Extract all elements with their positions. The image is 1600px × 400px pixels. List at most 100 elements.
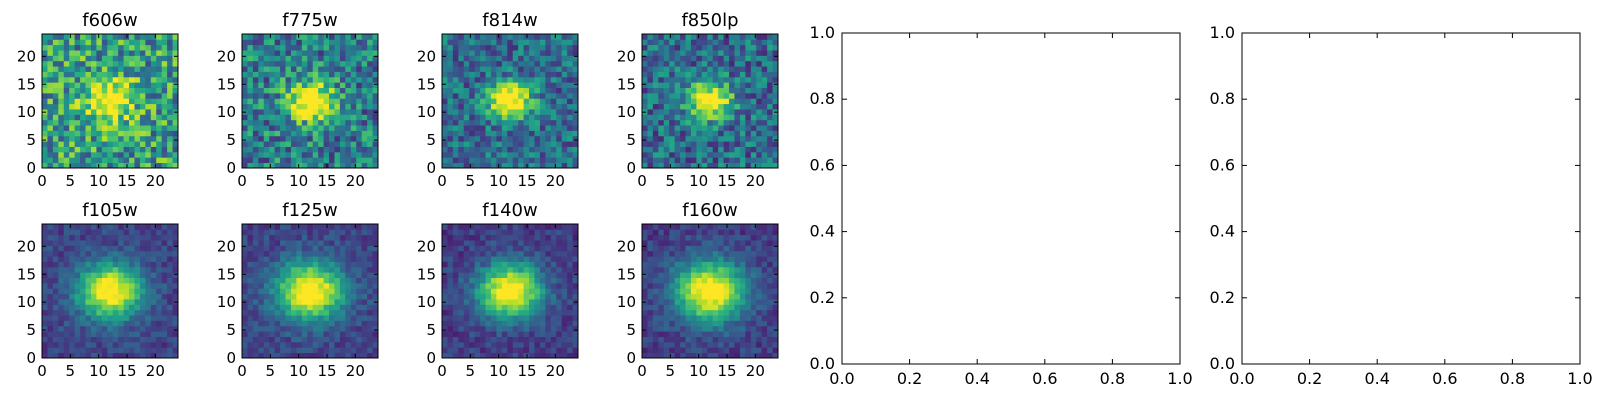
heatmap-cell: [496, 299, 503, 305]
heatmap-cell: [258, 229, 265, 236]
heatmap-cell: [107, 282, 114, 289]
heatmap-cell: [312, 141, 319, 147]
heatmap-cell: [329, 288, 335, 295]
heatmap-cell: [134, 125, 141, 131]
heatmap-cell: [512, 162, 519, 169]
heatmap-cell: [58, 103, 65, 110]
heatmap-cell: [345, 352, 352, 359]
heatmap-cell: [647, 109, 654, 115]
heatmap-cell: [729, 87, 735, 94]
heatmap-cell: [523, 293, 530, 300]
heatmap-cell: [145, 71, 152, 78]
heatmap-cell: [718, 352, 724, 359]
heatmap-cell: [129, 234, 135, 241]
heatmap-cell: [529, 55, 535, 62]
heatmap-cell: [258, 288, 265, 295]
heatmap-cell: [80, 146, 86, 153]
heatmap-cell: [701, 135, 708, 142]
heatmap-cell: [301, 141, 308, 147]
heatmap-cell: [561, 261, 568, 268]
heatmap-cell: [669, 76, 676, 83]
heatmap-cell: [356, 98, 363, 105]
heatmap-cell: [318, 55, 324, 62]
heatmap-cell: [350, 256, 357, 262]
heatmap-cell: [145, 304, 152, 311]
heatmap-cell: [739, 66, 746, 72]
heatmap-cell: [652, 60, 659, 67]
heatmap-cell: [69, 266, 76, 273]
heatmap-cell: [345, 309, 352, 316]
heatmap-cell: [356, 245, 363, 252]
heatmap-cell: [161, 352, 168, 359]
heatmap-cell: [729, 66, 735, 72]
heatmap-cell: [263, 282, 270, 289]
heatmap-cell: [161, 71, 168, 78]
heatmap-cell: [518, 347, 524, 354]
heatmap-cell: [345, 240, 352, 246]
heatmap-cell: [523, 125, 530, 131]
heatmap-cell: [96, 293, 103, 300]
heatmap-cell: [496, 87, 503, 94]
heatmap-cell: [350, 82, 357, 88]
heatmap-cell: [312, 87, 319, 94]
heatmap-cell: [258, 256, 265, 262]
heatmap-cell: [701, 125, 708, 131]
heatmap-cell: [101, 130, 108, 137]
heatmap-cell: [550, 272, 557, 278]
heatmap-cell: [539, 76, 546, 83]
heatmap-cell: [652, 304, 659, 311]
heatmap-cell: [723, 71, 730, 78]
heatmap-cell: [507, 277, 514, 284]
heatmap-cell: [296, 157, 303, 164]
heatmap-cell: [161, 304, 168, 311]
heatmap-cell: [74, 71, 81, 78]
heatmap-cell: [372, 277, 379, 284]
heatmap-cell: [474, 336, 481, 343]
heatmap-cell: [707, 336, 714, 343]
heatmap-cell: [669, 288, 676, 295]
heatmap-cell: [745, 331, 752, 337]
heatmap-cell: [361, 76, 368, 83]
heatmap-cell: [490, 130, 497, 137]
heatmap-cell: [242, 245, 248, 252]
heatmap-cell: [242, 103, 248, 110]
heatmap-cell: [696, 34, 703, 40]
heatmap-cell: [129, 250, 135, 257]
heatmap-cell: [63, 39, 70, 46]
heatmap-cell: [545, 66, 552, 72]
heatmap-cell: [480, 109, 486, 115]
heatmap-cell: [101, 44, 108, 51]
heatmap-cell: [685, 55, 692, 62]
heatmap-cell: [118, 119, 124, 126]
heatmap-cell: [52, 135, 59, 142]
heatmap-cell: [561, 282, 568, 289]
heatmap-cell: [567, 60, 573, 67]
heatmap-cell: [312, 234, 319, 241]
heatmap-cell: [247, 82, 254, 88]
heatmap-cell: [96, 66, 103, 72]
heatmap-cell: [274, 272, 281, 278]
heatmap-cell: [567, 151, 573, 158]
heatmap-cell: [490, 304, 497, 311]
heatmap-cell: [642, 341, 648, 348]
heatmap-cell: [367, 125, 373, 131]
heatmap-cell: [339, 151, 346, 158]
heatmap-cell: [274, 245, 281, 252]
heatmap-cell: [74, 261, 81, 268]
heatmap-cell: [123, 151, 130, 158]
heatmap-cell: [312, 250, 319, 257]
heatmap-cell: [47, 162, 54, 169]
heatmap-cell: [447, 256, 454, 262]
heatmap-cell: [280, 347, 286, 354]
heatmap-cell: [642, 146, 648, 153]
heatmap-cell: [463, 92, 470, 99]
heatmap-cell: [172, 130, 179, 137]
heatmap-cell: [518, 87, 524, 94]
heatmap-cell: [90, 250, 97, 257]
heatmap-cell: [285, 229, 292, 236]
heatmap-cell: [242, 256, 248, 262]
heatmap-cell: [642, 162, 648, 169]
heatmap-cell: [750, 352, 757, 359]
heatmap-cell: [523, 347, 530, 354]
heatmap-cell: [112, 82, 119, 88]
